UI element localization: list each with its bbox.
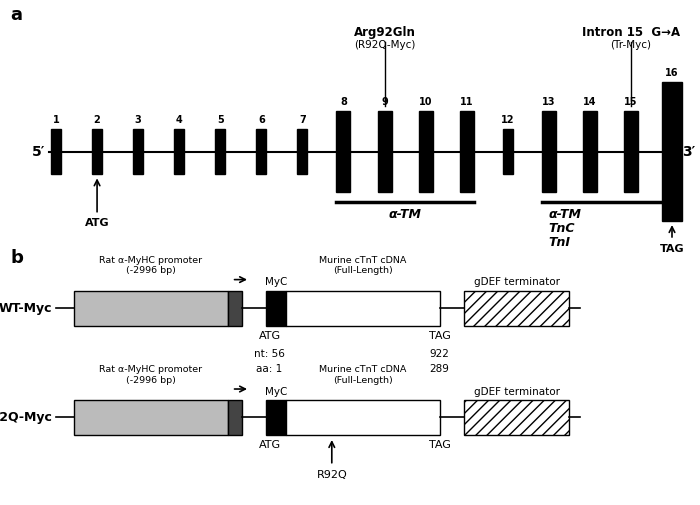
Bar <box>133 129 143 174</box>
Bar <box>286 290 440 326</box>
Text: Rat α-MyHC promoter
(-2996 bp): Rat α-MyHC promoter (-2996 bp) <box>99 256 202 275</box>
Text: Murine cTnT cDNA
(Full-Length): Murine cTnT cDNA (Full-Length) <box>319 256 406 275</box>
Text: 15: 15 <box>624 97 638 108</box>
Text: 11: 11 <box>460 97 473 108</box>
Bar <box>216 129 225 174</box>
Text: nt: 56: nt: 56 <box>254 348 285 359</box>
Text: 6: 6 <box>258 115 265 125</box>
Bar <box>419 111 433 192</box>
Bar <box>337 111 351 192</box>
Text: 14: 14 <box>583 97 596 108</box>
Bar <box>377 111 391 192</box>
Bar <box>174 129 184 174</box>
Bar <box>228 400 241 435</box>
Text: MyC: MyC <box>265 277 287 287</box>
Text: R92Q: R92Q <box>316 470 347 480</box>
Text: 2: 2 <box>94 115 100 125</box>
Text: Arg92Gln: Arg92Gln <box>354 26 416 39</box>
Text: ATG: ATG <box>258 331 281 341</box>
Text: TAG: TAG <box>428 331 451 341</box>
Bar <box>460 111 474 192</box>
Text: TnC: TnC <box>549 222 575 235</box>
Text: 5: 5 <box>217 115 223 125</box>
Text: 13: 13 <box>542 97 556 108</box>
Text: TAG: TAG <box>428 440 451 450</box>
Text: 3′: 3′ <box>682 144 696 159</box>
Text: 4: 4 <box>176 115 183 125</box>
Text: TAG: TAG <box>659 244 685 254</box>
Text: α-TM: α-TM <box>389 208 421 221</box>
Bar <box>92 129 102 174</box>
Bar <box>542 111 556 192</box>
Text: gDEF terminator: gDEF terminator <box>474 387 559 397</box>
Bar <box>662 82 682 221</box>
Text: WT-Myc: WT-Myc <box>0 301 52 315</box>
Bar <box>256 129 266 174</box>
Text: 16: 16 <box>665 68 679 78</box>
Text: Intron 15  G→A: Intron 15 G→A <box>582 26 680 39</box>
Text: a: a <box>10 6 22 24</box>
Text: 10: 10 <box>419 97 433 108</box>
Bar <box>74 290 228 326</box>
Bar <box>286 400 440 435</box>
Text: 3: 3 <box>135 115 141 125</box>
Text: gDEF terminator: gDEF terminator <box>474 277 559 287</box>
Text: Murine cTnT cDNA
(Full-Length): Murine cTnT cDNA (Full-Length) <box>319 365 406 385</box>
Bar <box>464 290 569 326</box>
Text: 289: 289 <box>430 364 449 374</box>
Text: TnI: TnI <box>549 236 570 249</box>
Text: MyC: MyC <box>265 387 287 397</box>
Text: ATG: ATG <box>258 440 281 450</box>
Text: 8: 8 <box>340 97 347 108</box>
Text: α-TM: α-TM <box>549 208 582 221</box>
Bar <box>266 400 286 435</box>
Text: (R92Q-Myc): (R92Q-Myc) <box>354 40 415 50</box>
Text: Rat α-MyHC promoter
(-2996 bp): Rat α-MyHC promoter (-2996 bp) <box>99 365 202 385</box>
Text: 12: 12 <box>501 115 514 125</box>
Bar <box>266 290 286 326</box>
Bar <box>298 129 307 174</box>
Bar <box>503 129 512 174</box>
Bar <box>74 400 228 435</box>
Bar <box>624 111 638 192</box>
Text: 1: 1 <box>52 115 60 125</box>
Text: b: b <box>10 249 23 267</box>
Text: aa: 1: aa: 1 <box>256 364 283 374</box>
Text: (Tr-Myc): (Tr-Myc) <box>610 40 652 50</box>
Text: R92Q-Myc: R92Q-Myc <box>0 411 52 424</box>
Text: 922: 922 <box>430 348 449 359</box>
Bar <box>228 290 241 326</box>
Bar <box>583 111 597 192</box>
Text: 7: 7 <box>299 115 306 125</box>
Text: 5′: 5′ <box>32 144 46 159</box>
Bar <box>464 400 569 435</box>
Bar <box>51 129 61 174</box>
Text: 9: 9 <box>382 97 388 108</box>
Text: ATG: ATG <box>85 218 109 228</box>
